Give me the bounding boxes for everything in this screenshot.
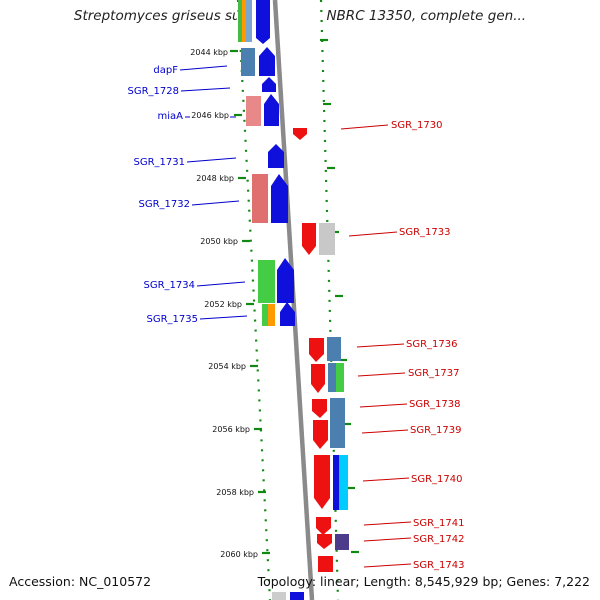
feature-box xyxy=(238,0,242,42)
tick-label: 2050 kbp xyxy=(200,237,238,246)
feature-box xyxy=(327,337,341,361)
leader-line xyxy=(196,281,246,287)
gene-label-sgr-1740: SGR_1740 xyxy=(411,474,463,485)
leader-line xyxy=(348,231,398,237)
gene-arrow xyxy=(277,258,294,303)
tick-label: 2054 kbp xyxy=(208,362,246,371)
gene-label-sgr-1736: SGR_1736 xyxy=(406,339,458,350)
gene-label-sgr-1733: SGR_1733 xyxy=(399,227,451,238)
feature-box xyxy=(252,174,268,223)
gene-arrow xyxy=(256,0,270,44)
feature-box xyxy=(328,363,336,392)
leader-line xyxy=(359,403,408,408)
tick-label: 2060 kbp xyxy=(220,550,258,559)
genome-summary-text: Topology: linear; Length: 8,545,929 bp; … xyxy=(257,574,590,589)
accession-text: Accession: NC_010572 xyxy=(9,574,152,589)
gene-label-sgr-1741: SGR_1741 xyxy=(413,518,465,529)
gene-arrow xyxy=(317,534,332,549)
gene-arrow xyxy=(312,399,327,418)
feature-box xyxy=(258,260,275,303)
gene-arrow xyxy=(313,420,328,449)
gene-arrow xyxy=(316,517,331,535)
feature-box xyxy=(335,534,349,550)
tick-label: 2058 kbp xyxy=(216,488,254,497)
gene-arrow xyxy=(318,556,333,572)
gene-label-sgr-1734: SGR_1734 xyxy=(144,280,196,291)
feature-box xyxy=(272,592,286,600)
gene-label-dapF: dapF xyxy=(153,65,178,76)
leader-line xyxy=(363,521,412,526)
feature-box xyxy=(290,592,304,600)
gene-arrow xyxy=(293,128,307,140)
leader-line xyxy=(179,65,228,71)
left-gene-labels: dapF SGR_1728 miaA SGR_1731 SGR_1732 SGR… xyxy=(128,65,248,325)
feature-box xyxy=(333,455,339,510)
right-gene-labels: SGR_1730 SGR_1733 SGR_1736 SGR_1737 SGR_… xyxy=(340,120,465,571)
gene-arrow xyxy=(314,455,330,509)
leader-line xyxy=(180,87,231,92)
gene-label-miaA: miaA xyxy=(158,111,184,122)
gene-label-sgr-1731: SGR_1731 xyxy=(134,157,186,168)
gene-arrow xyxy=(302,223,316,255)
feature-box xyxy=(268,304,275,326)
gene-label-sgr-1742: SGR_1742 xyxy=(413,534,465,545)
gene-arrow xyxy=(311,364,325,393)
leader-line xyxy=(357,372,406,377)
gene-arrow xyxy=(271,174,288,223)
leader-line xyxy=(361,429,409,434)
feature-box xyxy=(246,0,252,42)
feature-box xyxy=(336,363,344,392)
feature-box xyxy=(262,304,268,326)
gene-arrow xyxy=(309,338,324,362)
gene-arrow xyxy=(259,47,275,76)
tick-label: 2046 kbp xyxy=(191,111,229,120)
tick-label: 2056 kbp xyxy=(212,425,250,434)
leader-line xyxy=(191,200,240,206)
gene-label-sgr-1737: SGR_1737 xyxy=(408,368,460,379)
gene-arrow xyxy=(268,144,284,168)
gene-label-sgr-1735: SGR_1735 xyxy=(147,314,199,325)
feature-box xyxy=(241,48,255,76)
gene-label-sgr-1743: SGR_1743 xyxy=(413,560,465,571)
leader-line xyxy=(363,563,412,568)
ruler-labels: 2044 kbp 2046 kbp 2048 kbp 2050 kbp 2052… xyxy=(190,48,258,559)
gene-arrow xyxy=(280,302,295,326)
leader-line xyxy=(356,343,405,348)
feature-box xyxy=(330,398,345,448)
leader-line xyxy=(362,477,410,482)
tick-label: 2048 kbp xyxy=(196,174,234,183)
tick-label: 2052 kbp xyxy=(204,300,242,309)
gene-arrow xyxy=(262,77,276,92)
feature-box xyxy=(242,0,246,42)
tick-label: 2044 kbp xyxy=(190,48,228,57)
leader-line xyxy=(199,315,248,320)
leader-line xyxy=(363,537,412,542)
right-strand-features xyxy=(293,128,349,572)
left-track-edge xyxy=(236,0,272,600)
gene-label-sgr-1732: SGR_1732 xyxy=(139,199,191,210)
gene-arrow xyxy=(264,94,279,126)
leader-line xyxy=(186,157,237,163)
gene-label-sgr-1739: SGR_1739 xyxy=(410,425,462,436)
gene-label-sgr-1738: SGR_1738 xyxy=(409,399,461,410)
gene-label-sgr-1730: SGR_1730 xyxy=(391,120,443,131)
left-strand-features xyxy=(238,0,304,600)
feature-box xyxy=(246,96,261,126)
feature-box xyxy=(319,223,335,255)
ruler-ticks xyxy=(230,38,359,555)
leader-line xyxy=(340,124,389,130)
gene-label-sgr-1728: SGR_1728 xyxy=(128,86,180,97)
feature-box xyxy=(339,455,348,510)
